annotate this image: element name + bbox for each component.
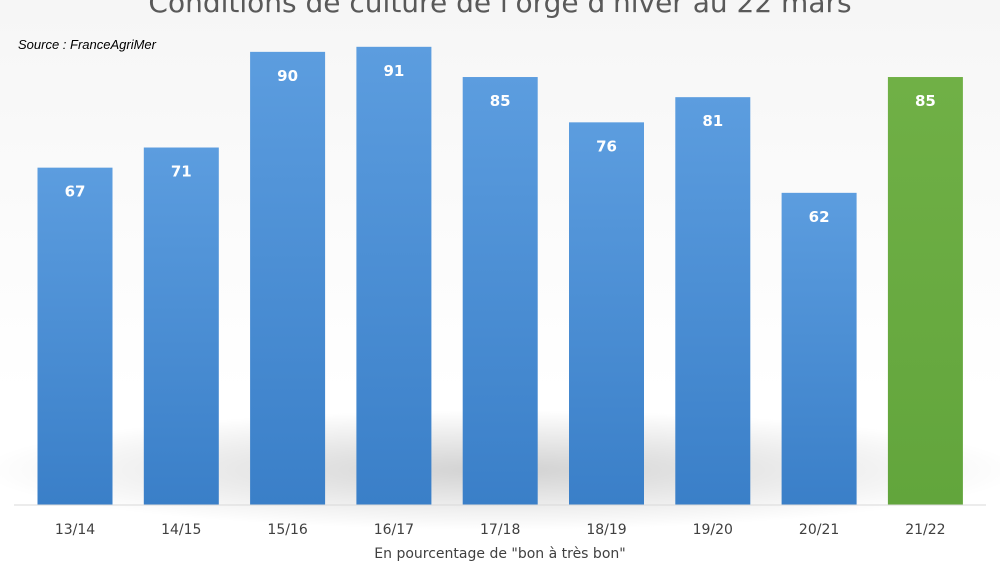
bar-20-21 [781, 192, 857, 505]
x-tick-label: 13/14 [55, 522, 95, 538]
chart-source: Source : FranceAgriMer [18, 37, 156, 52]
x-tick-label: 19/20 [693, 522, 733, 538]
x-tick-label: 14/15 [161, 522, 201, 538]
data-label: 85 [915, 92, 936, 110]
bar-17-18 [462, 77, 538, 506]
data-label: 62 [809, 208, 830, 226]
data-label: 85 [490, 92, 511, 110]
x-axis-label: En pourcentage de "bon à très bon" [374, 546, 626, 562]
x-tick-label: 15/16 [267, 522, 307, 538]
x-tick-label: 20/21 [799, 522, 839, 538]
x-tick-label: 16/17 [374, 522, 414, 538]
bar-14-15 [143, 147, 219, 505]
data-label: 81 [702, 112, 723, 130]
chart-title: Conditions de culture de l'orge d'hiver … [148, 0, 852, 19]
bar-21-22 [887, 77, 963, 506]
bar-18-19 [569, 122, 644, 505]
x-tick-label: 17/18 [480, 522, 520, 538]
data-label: 90 [277, 67, 298, 85]
data-label: 91 [383, 62, 404, 80]
data-label: 76 [596, 137, 617, 155]
x-tick-label: 18/19 [586, 522, 626, 538]
x-tick-label: 21/22 [905, 522, 945, 538]
bar-16-17 [356, 46, 432, 505]
data-label: 71 [171, 163, 192, 181]
bar-13-14 [37, 167, 113, 505]
bar-15-16 [250, 51, 326, 505]
bar-19-20 [675, 97, 751, 505]
data-label: 67 [65, 183, 86, 201]
